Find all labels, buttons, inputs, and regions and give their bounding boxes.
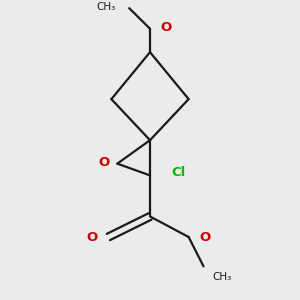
Text: O: O bbox=[161, 21, 172, 34]
Text: O: O bbox=[200, 230, 211, 244]
Text: CH₃: CH₃ bbox=[97, 2, 116, 12]
Text: Cl: Cl bbox=[171, 166, 185, 179]
Text: O: O bbox=[98, 156, 110, 169]
Text: CH₃: CH₃ bbox=[212, 272, 232, 282]
Text: O: O bbox=[86, 230, 98, 244]
